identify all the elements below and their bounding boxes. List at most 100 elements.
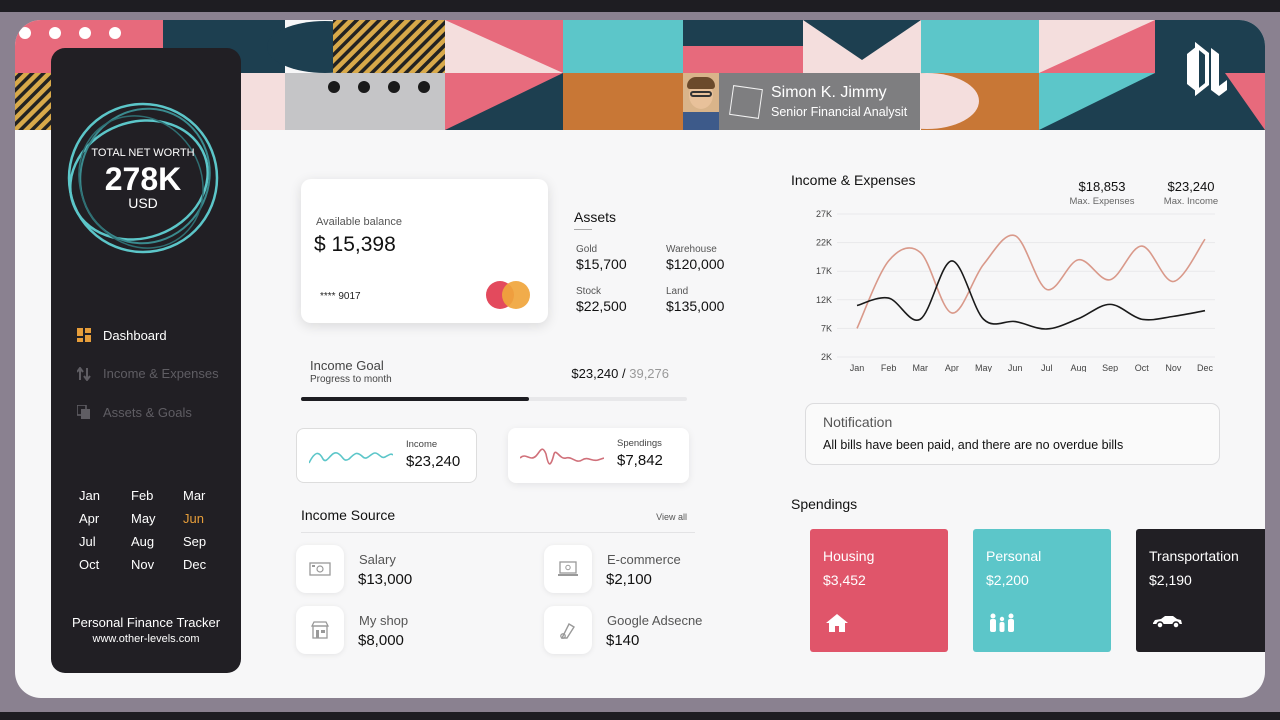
income-source-item[interactable]: E-commerce $2,100 — [544, 545, 744, 593]
income-mini-label: Income — [406, 439, 438, 450]
window-top-frame — [0, 0, 1280, 12]
income-source-item[interactable]: Google Adsecne $140 — [544, 606, 744, 654]
assets-panel: Assets Gold $15,700 Warehouse $120,000 S… — [574, 209, 754, 314]
user-role: Senior Financial Analysit — [771, 104, 908, 119]
income-mini-value: $23,240 — [406, 453, 461, 470]
income-source-label: E-commerce — [607, 552, 681, 567]
asset-item: Stock $22,500 — [576, 286, 666, 314]
transfer-arrows-icon — [77, 366, 91, 381]
spending-value: $3,452 — [823, 572, 866, 588]
spending-card-housing[interactable]: Housing $3,452 — [810, 529, 948, 652]
month-sep[interactable]: Sep — [183, 534, 207, 549]
notification-panel: Notification All bills have been paid, a… — [805, 403, 1220, 465]
asset-value: $120,000 — [666, 256, 725, 272]
income-source-title: Income Source — [301, 507, 396, 523]
income-mini-card[interactable]: Income $23,240 — [296, 428, 477, 483]
dashboard-canvas: Simon K. Jimmy Senior Financial Analysit… — [15, 20, 1265, 698]
income-source-label: My shop — [359, 613, 409, 628]
user-name: Simon K. Jimmy — [771, 83, 887, 101]
view-all-link[interactable]: View all — [656, 512, 687, 522]
window-bottom-frame — [0, 712, 1280, 720]
net-worth-widget: TOTAL NET WORTH 278K USD — [65, 100, 221, 256]
dashboard-icon — [77, 328, 91, 343]
spendings-mini-card[interactable]: Spendings $7,842 — [508, 428, 689, 483]
income-source-header: Income Source View all — [301, 507, 695, 533]
spending-label: Personal — [986, 548, 1042, 564]
balance-card[interactable]: Available balance $ 15,398 **** 9017 — [301, 179, 548, 323]
income-source-label: Google Adsecne — [607, 613, 703, 628]
income-source-label: Salary — [359, 552, 396, 567]
notification-text: All bills have been paid, and there are … — [823, 438, 1124, 452]
user-profile[interactable]: Simon K. Jimmy Senior Financial Analysit — [683, 73, 920, 130]
income-source-value: $13,000 — [358, 571, 413, 588]
decorative-banner — [15, 20, 1265, 130]
x-tick-label: Feb — [881, 363, 897, 372]
month-jan[interactable]: Jan — [79, 488, 100, 503]
x-tick-label: Aug — [1070, 363, 1086, 372]
month-dec[interactable]: Dec — [183, 557, 207, 572]
goal-progress-bar — [301, 397, 687, 401]
x-tick-label: Dec — [1197, 363, 1214, 372]
month-jul[interactable]: Jul — [79, 534, 96, 549]
user-avatar — [683, 73, 719, 130]
balance-value: $ 15,398 — [314, 233, 396, 256]
spendings-title: Spendings — [791, 496, 858, 512]
spending-label: Transportation — [1149, 548, 1239, 564]
spending-card-transportation[interactable]: Transportation $2,190 — [1136, 529, 1265, 652]
balance-label: Available balance — [316, 216, 403, 228]
month-oct[interactable]: Oct — [79, 557, 100, 572]
income-source-value: $8,000 — [358, 632, 404, 649]
website-url[interactable]: www.other-levels.com — [92, 633, 200, 645]
income-sparkline-icon — [309, 452, 393, 464]
spending-card-personal[interactable]: Personal $2,200 — [973, 529, 1111, 652]
sidebar-item-assets-goals[interactable]: Assets & Goals — [77, 393, 227, 432]
income-source-item[interactable]: Salary $13,000 — [296, 545, 496, 593]
max-expenses-label: Max. Expenses — [1069, 196, 1135, 207]
net-worth-unit: USD — [128, 195, 158, 211]
series-line-income — [856, 234, 1206, 329]
month-aug[interactable]: Aug — [131, 534, 155, 549]
spending-value: $2,190 — [1149, 572, 1192, 588]
goal-target: 39,276 — [629, 366, 669, 381]
spending-value: $2,200 — [986, 572, 1029, 588]
geometric-banner-art — [15, 20, 1265, 130]
month-apr[interactable]: Apr — [79, 511, 100, 526]
copy-icon — [77, 405, 90, 420]
month-may[interactable]: May — [131, 511, 156, 526]
spendings-mini-value: $7,842 — [617, 452, 663, 469]
month-jun[interactable]: Jun — [183, 511, 204, 526]
brand-logo-icon — [1187, 41, 1227, 97]
y-tick-label: 27K — [816, 209, 832, 219]
cash-icon — [296, 545, 344, 593]
goal-progress-fill — [301, 397, 529, 401]
net-worth-ring-icon — [67, 102, 219, 254]
month-feb[interactable]: Feb — [131, 488, 154, 503]
y-tick-label: 2K — [821, 352, 832, 362]
x-tick-label: Mar — [913, 363, 929, 372]
income-source-item[interactable]: My shop $8,000 — [296, 606, 496, 654]
goal-subtitle: Progress to month — [310, 374, 392, 385]
assets-title-underline — [574, 229, 592, 230]
month-mar[interactable]: Mar — [183, 488, 206, 503]
adsense-icon — [544, 606, 592, 654]
car-icon — [1153, 616, 1182, 629]
asset-value: $22,500 — [576, 298, 627, 314]
x-tick-label: Jun — [1008, 363, 1023, 372]
max-expenses-stat: $18,853 Max. Expenses — [1066, 179, 1138, 207]
max-income-value: $23,240 — [1167, 179, 1215, 194]
max-income-stat: $23,240 Max. Income — [1155, 179, 1227, 207]
month-nov[interactable]: Nov — [131, 557, 155, 572]
spendings-sparkline-icon — [520, 448, 604, 465]
x-tick-label: May — [975, 363, 993, 372]
sidebar-item-dashboard[interactable]: Dashboard — [77, 316, 227, 355]
family-icon — [990, 613, 1014, 632]
asset-label: Land — [666, 286, 689, 297]
y-tick-label: 22K — [816, 238, 832, 248]
income-source-value: $140 — [606, 632, 640, 649]
y-tick-label: 7K — [821, 323, 832, 333]
sidebar-item-income-expenses[interactable]: Income & Expenses — [77, 355, 227, 394]
goal-title: Income Goal — [310, 358, 384, 373]
asset-item: Gold $15,700 — [576, 244, 666, 272]
spendings-mini-label: Spendings — [617, 438, 662, 449]
sidebar-item-label: Dashboard — [103, 327, 167, 343]
